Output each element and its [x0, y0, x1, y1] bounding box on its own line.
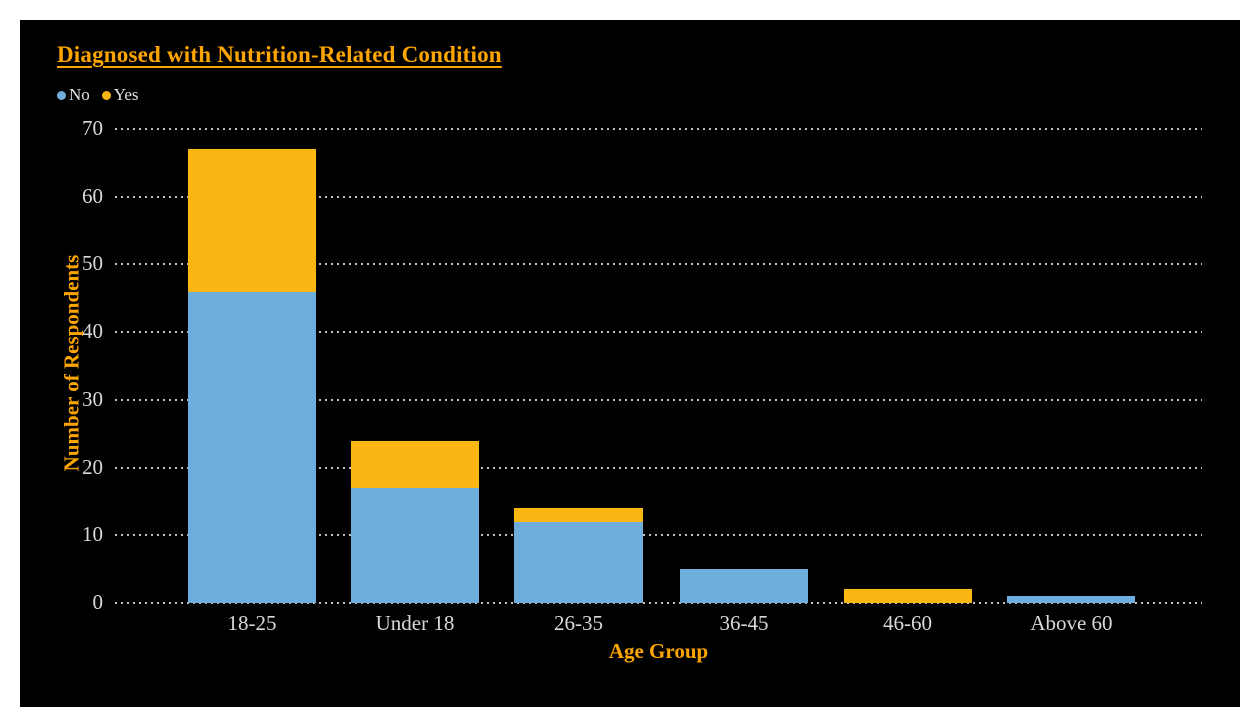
legend-item-yes: Yes [101, 85, 139, 105]
gridline-20 [115, 466, 1202, 469]
legend-dot-yes-icon [101, 90, 111, 100]
x-tick-label-26-35: 26-35 [553, 611, 603, 635]
x-tick-label-46-60: 46-60 [883, 611, 933, 635]
bar-segment-yes-under-18 [350, 440, 480, 488]
legend-label-yes: Yes [113, 85, 139, 104]
gridline-40 [115, 331, 1202, 334]
bar-segment-no-26-35 [514, 521, 643, 603]
x-axis-label: Age Group [608, 639, 709, 663]
bar-segment-no-36-45 [680, 569, 809, 603]
y-axis-label: Number of Respondents [59, 254, 84, 472]
gridline-30 [115, 398, 1202, 401]
bar-46-60 [843, 589, 972, 603]
gridline-0 [115, 602, 1202, 604]
bar-36-45 [680, 569, 809, 603]
bar-18-25 [187, 149, 316, 603]
y-tick-label-30: 30 [82, 386, 103, 411]
bar-segment-no-under-18 [350, 487, 480, 603]
legend-item-no: No [57, 85, 90, 105]
bar-under-18 [350, 440, 480, 603]
gridline-60 [115, 195, 1202, 198]
gridline-70 [115, 128, 1202, 130]
x-tick-label-under-18: Under 18 [375, 611, 455, 635]
y-tick-label-10: 10 [82, 522, 103, 547]
bar-segment-yes-26-35 [514, 508, 643, 522]
bar-segment-no-18-25 [187, 291, 316, 603]
chart-title: Diagnosed with Nutrition-Related Conditi… [57, 42, 502, 67]
y-tick-label-70: 70 [82, 116, 103, 140]
y-tick-label-20: 20 [82, 454, 103, 479]
bar-above-60 [1007, 596, 1136, 603]
plot-area: Age Group 0 10 20 30 40 50 60 70 18-25 Under 18 26… [82, 116, 1202, 663]
y-tick-label-40: 40 [82, 319, 103, 344]
bar-segment-yes-46-60 [843, 589, 972, 603]
legend-dot-no-icon [57, 90, 66, 100]
gridline-10 [115, 534, 1202, 537]
y-tick-label-0: 0 [92, 590, 104, 614]
y-tick-label-50: 50 [82, 251, 103, 276]
legend: No Yes [57, 85, 139, 105]
chart-panel: Diagnosed with Nutrition-Related Conditi… [20, 20, 1240, 707]
x-tick-label-above-60: Above 60 [1030, 611, 1113, 635]
bar-segment-yes-18-25 [187, 149, 316, 292]
gridline-50 [115, 263, 1202, 266]
x-tick-label-18-25: 18-25 [227, 611, 277, 635]
bar-26-35 [514, 508, 643, 603]
legend-label-no: No [69, 85, 90, 104]
x-tick-label-36-45: 36-45 [719, 611, 769, 635]
y-tick-label-60: 60 [82, 183, 103, 208]
bar-segment-no-above-60 [1007, 596, 1136, 603]
